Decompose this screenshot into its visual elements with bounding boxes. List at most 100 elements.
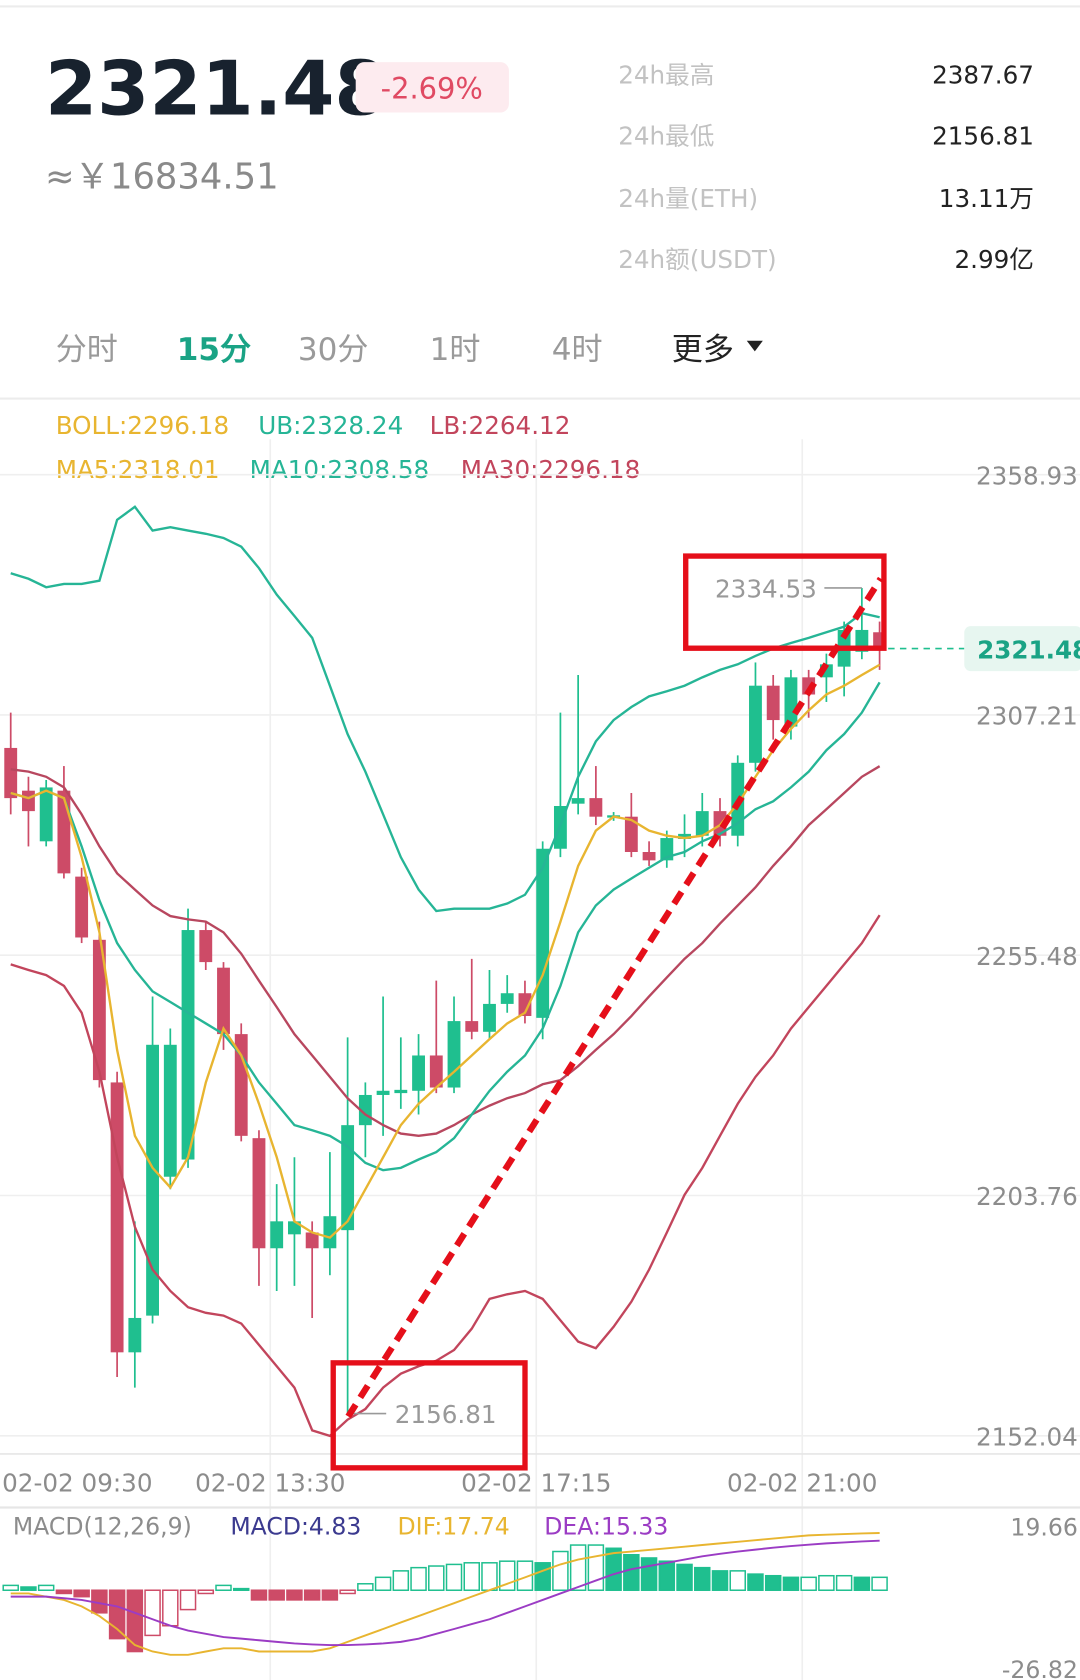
y-tick-label: 2255.48 — [976, 942, 1078, 971]
drawing-annotations — [330, 553, 887, 1471]
candle-body — [199, 930, 213, 963]
candle-body — [465, 1021, 479, 1032]
candle-body — [181, 930, 195, 1160]
candle-body — [92, 939, 106, 1081]
macd-chart: MACD(12,26,9) MACD:4.83 DIF:17.74 DEA:15.33… — [2, 1512, 1078, 1680]
indicator-label: LB:2264.12 — [430, 411, 571, 440]
macd-bar — [640, 1557, 658, 1591]
macd-bar — [463, 1562, 480, 1591]
candle-body — [784, 677, 798, 727]
y-tick-label: 2203.76 — [976, 1182, 1078, 1211]
macd-line — [10, 1539, 880, 1647]
stat-value: 2156.81 — [932, 122, 1034, 151]
candle-body — [447, 1021, 461, 1088]
y-tick-label: 2307.21 — [976, 702, 1078, 731]
macd-bar — [658, 1560, 676, 1591]
stat-value: 2387.67 — [932, 61, 1034, 90]
macd-bar — [800, 1576, 817, 1591]
candle-body — [571, 798, 585, 804]
stats: 24h最高 2387.67 24h最低 2156.81 24h量(ETH) 13.11万 2… — [618, 61, 1034, 274]
candle-body — [270, 1221, 284, 1249]
macd-bar — [20, 1586, 37, 1591]
indicator-label: DEA:15.33 — [544, 1512, 668, 1540]
macd-bar — [764, 1574, 782, 1591]
macd-bar — [162, 1589, 179, 1627]
price: 2321.48 — [45, 45, 387, 133]
candle-body — [252, 1138, 266, 1249]
x-tick-label: 02-02 13:30 — [195, 1468, 345, 1497]
macd-bar — [569, 1544, 587, 1591]
candle-body — [110, 1082, 124, 1353]
kline-chart: BOLL:2296.18 UB:2328.24 LB:2264.12 MA5:2318… — [0, 411, 1080, 1680]
macd-bar — [694, 1566, 711, 1591]
macd-bar — [339, 1589, 356, 1595]
macd-bar — [374, 1576, 392, 1591]
candle-body — [22, 790, 35, 812]
candle-body — [376, 1090, 390, 1095]
tab[interactable]: 1时 — [430, 332, 481, 368]
stat-label: 24h最低 — [618, 122, 714, 151]
y-tick-label: 2358.93 — [976, 461, 1078, 490]
indicator-line — [10, 505, 880, 913]
tab[interactable]: 分时 — [56, 332, 118, 368]
x-tick-label: 02-02 21:00 — [727, 1468, 877, 1497]
macd-bar — [73, 1589, 90, 1598]
macd-bar — [623, 1553, 640, 1591]
macd-bar — [303, 1589, 321, 1601]
macd-bar — [835, 1574, 853, 1591]
macd-bar — [818, 1574, 835, 1591]
candle-body — [163, 1044, 177, 1177]
macd-bar — [250, 1589, 268, 1601]
indicator-label: MACD:4.83 — [230, 1512, 361, 1540]
tab[interactable]: 4时 — [552, 332, 603, 368]
tab[interactable]: 15分 — [177, 332, 251, 368]
candle-body — [75, 876, 89, 938]
candle-body — [749, 685, 762, 763]
x-tick-label: 02-02 17:15 — [461, 1468, 611, 1497]
candle-body — [323, 1216, 337, 1249]
macd-bar — [676, 1563, 693, 1591]
change-badge — [355, 62, 509, 113]
candle-body — [500, 993, 514, 1004]
last-price-tag — [964, 626, 1080, 672]
macd-bar — [481, 1562, 498, 1591]
y-tick-label: -26.82 — [1002, 1656, 1078, 1680]
macd-bar — [853, 1576, 871, 1591]
macd-bar — [445, 1563, 463, 1591]
tab[interactable]: 更多 — [672, 332, 734, 368]
macd-bar — [2, 1584, 19, 1591]
macd-bar — [321, 1589, 339, 1601]
cny-price: ≈￥16834.51 — [45, 157, 279, 198]
candle-body — [4, 747, 18, 799]
stat-label: 24h额(USDT) — [618, 245, 776, 274]
indicator-label: DIF:17.74 — [398, 1512, 510, 1540]
candle-body — [57, 790, 71, 874]
candle-body — [642, 851, 656, 861]
indicator-label: BOLL:2296.18 — [56, 411, 229, 440]
dropdown-arrow — [746, 340, 763, 352]
stat-label: 24h最高 — [618, 61, 714, 90]
macd-line — [10, 1532, 880, 1656]
candle-body — [678, 833, 691, 839]
macd-title: MACD(12,26,9) — [13, 1512, 192, 1540]
candle-body — [341, 1125, 355, 1231]
highlight-box — [330, 1360, 528, 1471]
highlight-box — [683, 553, 887, 651]
macd-bar — [711, 1570, 729, 1591]
macd-bar — [516, 1560, 534, 1591]
macd-bar — [232, 1587, 250, 1591]
last-price-label: 2321.48 — [977, 635, 1080, 664]
change: -2.69% — [381, 72, 483, 106]
tab[interactable]: 30分 — [298, 332, 369, 368]
indicator-line — [10, 765, 881, 1138]
macd-bar — [428, 1565, 445, 1591]
indicator-label: UB:2328.24 — [258, 411, 403, 440]
candle-body — [305, 1232, 319, 1249]
candle-body — [660, 838, 674, 861]
indicator-line — [10, 914, 881, 1438]
macd-bar — [782, 1576, 800, 1591]
candle-body — [217, 967, 230, 1035]
macd-bar — [605, 1547, 622, 1591]
y-tick-label: 19.66 — [1010, 1513, 1077, 1541]
